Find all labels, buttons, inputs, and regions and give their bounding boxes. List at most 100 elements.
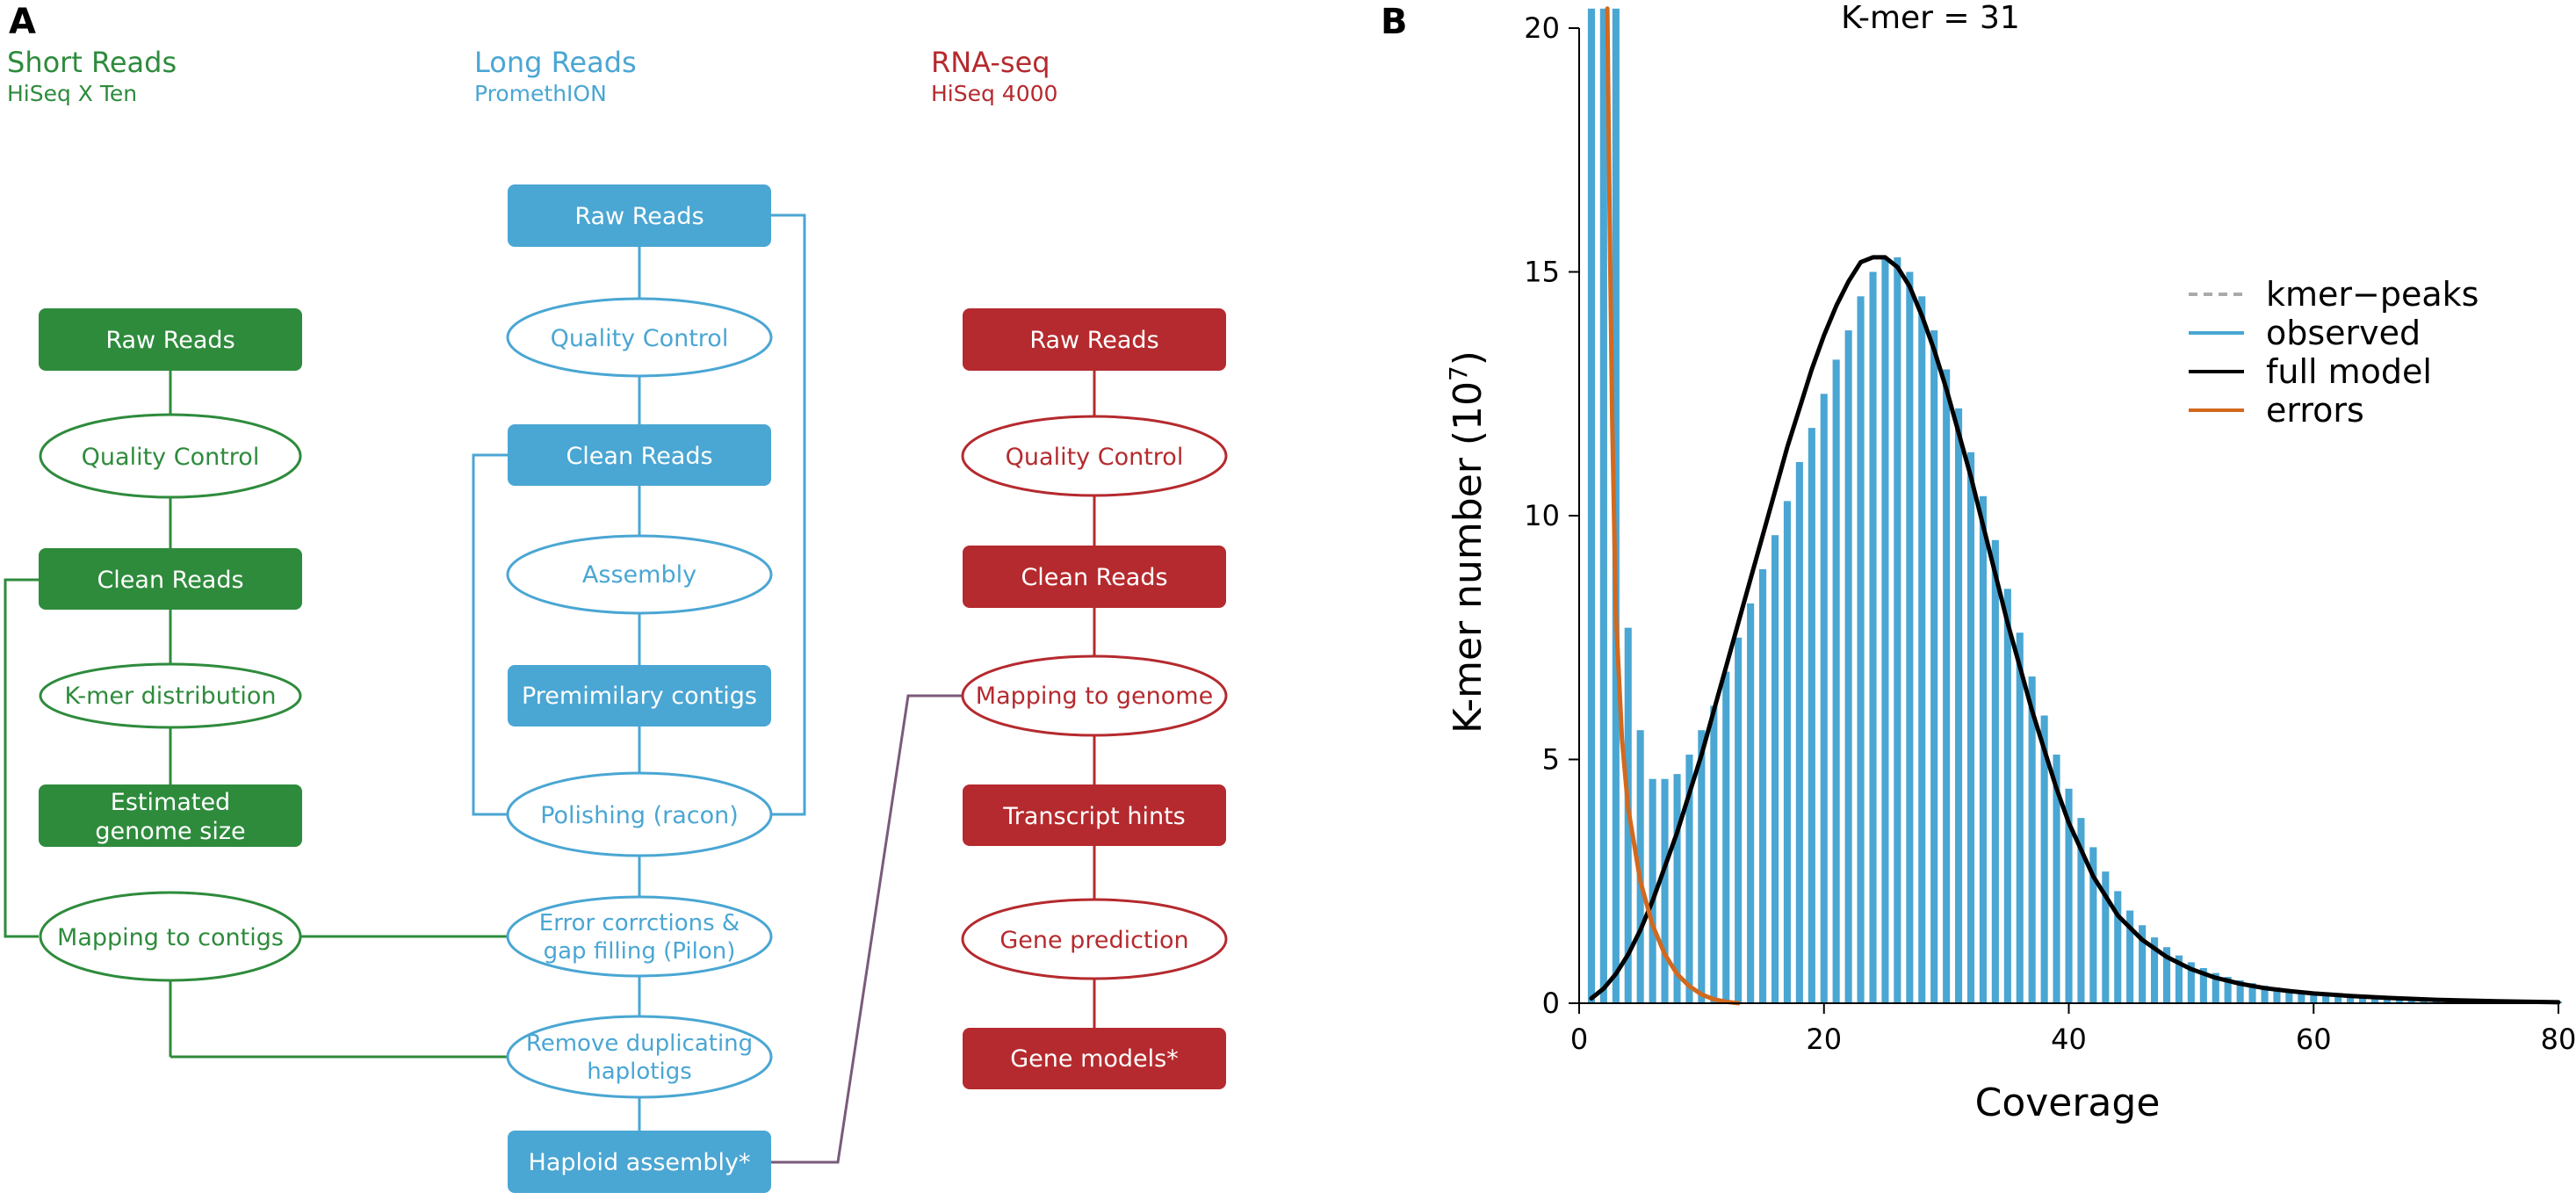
legend-label: errors [2266, 391, 2364, 430]
short-kmer-node [39, 662, 302, 729]
long-raw-reads-box [508, 184, 771, 247]
observed-bar [1698, 730, 1706, 1003]
long-quality-control-node [506, 297, 773, 378]
rna-raw-reads-box [963, 308, 1226, 371]
full-model-line [1589, 255, 2561, 1005]
errors-line [1605, 6, 1741, 1006]
observed-bar [1881, 257, 1889, 1003]
short-quality-control-label: Quality Control [82, 444, 260, 471]
observed-bar [1795, 462, 1803, 1003]
observed-bar [1808, 428, 1815, 1004]
observed-bar [2028, 676, 2036, 1003]
observed-bar [2248, 983, 2256, 1003]
short-genome-size-line1: Estimated [111, 789, 230, 816]
observed-bar [1894, 257, 1901, 1003]
observed-bar [2334, 994, 2342, 1003]
y-axis-title-close: ) [1446, 351, 1490, 365]
chart-title: K-mer = 31 [1841, 0, 2020, 36]
x-tick-label: 0 [1570, 1023, 1588, 1056]
rna-clean-reads-label: Clean Reads [1021, 564, 1167, 591]
observed-bar [1869, 271, 1877, 1003]
observed-bar [2298, 991, 2305, 1003]
observed-bar [1906, 271, 1914, 1003]
short-reads-flow [4, 371, 508, 1059]
observed-bar [1735, 637, 1743, 1004]
short-connector [4, 578, 39, 938]
long-quality-control-label: Quality Control [551, 325, 729, 352]
short-mapping-label: Mapping to contigs [57, 924, 284, 951]
x-tick-label: 20 [1806, 1023, 1842, 1056]
observed-bar [1930, 330, 1938, 1004]
model-lines [1589, 6, 2561, 1006]
observed-bar [2089, 847, 2097, 1003]
short-raw-reads-box [39, 308, 302, 371]
y-axis-title-exponent: 7 [1444, 365, 1473, 381]
observed-bar [1820, 394, 1828, 1004]
short-quality-control-node [39, 413, 302, 499]
observed-bar [1649, 778, 1656, 1003]
rna-transcript-hints-label: Transcript hints [1002, 803, 1185, 830]
observed-bars [1587, 8, 2563, 1004]
rna-seq-title: RNA-seq [931, 46, 1050, 79]
long-polishing-label: Polishing (racon) [540, 802, 739, 829]
observed-bar [1967, 452, 1975, 1003]
rna-mapping-node [961, 654, 1228, 737]
observed-bar [2003, 589, 2011, 1004]
observed-bar [1844, 330, 1852, 1004]
observed-bar [2273, 987, 2281, 1003]
short-clean-reads-box [39, 548, 302, 610]
observed-bar [1747, 603, 1755, 1003]
long-reads-flow [472, 213, 806, 1131]
short-reads-title: Short Reads [7, 46, 177, 79]
long-error-correction-line1: Error corrctions & [539, 910, 740, 936]
observed-bar [2151, 937, 2159, 1003]
observed-bar [2359, 996, 2367, 1003]
long-remove-haplotigs-node [506, 1015, 773, 1099]
observed-bar [2212, 972, 2219, 1003]
observed-bar [2077, 818, 2085, 1003]
observed-bar [1759, 569, 1767, 1003]
observed-bar [1661, 778, 1669, 1003]
y-axis-title-main: K-mer number (10 [1446, 381, 1490, 734]
observed-bar [2236, 980, 2244, 1003]
observed-bar [2114, 891, 2122, 1003]
observed-bar [2383, 997, 2391, 1003]
observed-bar [2175, 955, 2183, 1003]
observed-bar [2224, 977, 2232, 1003]
long-haploid-assembly-label: Haploid assembly* [529, 1149, 751, 1176]
long-clean-reads-box [508, 424, 771, 486]
rna-gene-prediction-label: Gene prediction [999, 927, 1188, 954]
rna-clean-reads-box [963, 546, 1226, 608]
legend-label: kmer−peaks [2266, 275, 2479, 314]
observed-bar [1673, 774, 1681, 1003]
short-mapping-node [39, 891, 302, 982]
observed-bar [1685, 755, 1693, 1003]
rna-raw-reads-label: Raw Reads [1029, 327, 1158, 354]
y-axis-title: K-mer number (107) [1444, 351, 1490, 734]
observed-bar [2016, 633, 2024, 1003]
observed-bar [2163, 947, 2171, 1003]
observed-bar [1955, 408, 1963, 1003]
y-tick-label: 0 [1542, 987, 1560, 1020]
long-clean-reads-label: Clean Reads [566, 443, 712, 470]
observed-bar [2053, 755, 2060, 1003]
rna-gene-prediction-node [961, 898, 1228, 980]
observed-bar [1599, 8, 1607, 1003]
observed-bar [1857, 296, 1865, 1004]
long-preliminary-contigs-box [508, 665, 771, 727]
x-axis-title: Coverage [1975, 1081, 2161, 1125]
rna-gene-models-box [963, 1028, 1226, 1089]
rna-transcript-hints-box [963, 784, 1226, 846]
observed-bar [2285, 989, 2293, 1003]
short-genome-size-box [39, 784, 302, 847]
observed-bar [2139, 925, 2147, 1003]
long-assembly-label: Assembly [582, 561, 696, 589]
observed-bar [1783, 501, 1791, 1003]
x-tick-label: 80 [2541, 1023, 2576, 1056]
short-reads-platform: HiSeq X Ten [7, 81, 137, 106]
y-tick-label: 15 [1524, 256, 1560, 289]
observed-bar [1771, 535, 1779, 1003]
panel-a-label: A [9, 2, 36, 42]
